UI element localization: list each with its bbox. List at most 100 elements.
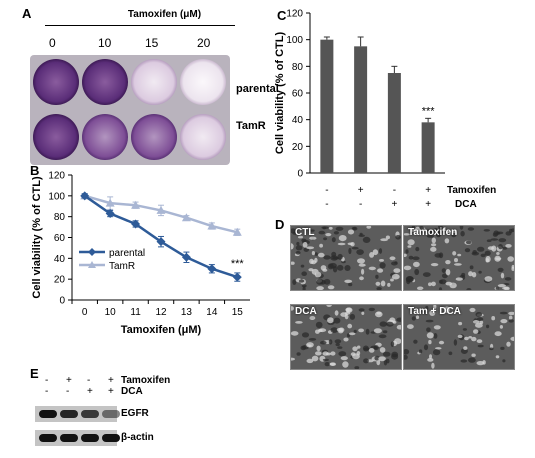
cell [336, 264, 344, 271]
cell [332, 266, 338, 273]
cell [387, 282, 391, 287]
cell [375, 311, 383, 318]
cell [301, 238, 307, 243]
cell [326, 305, 332, 307]
cell [378, 334, 387, 339]
condition-sign: - [66, 386, 70, 397]
y-axis-title: Cell viability (% of CTL) [274, 32, 286, 155]
cell [476, 339, 483, 343]
cell [476, 317, 484, 321]
cell [461, 272, 466, 278]
cell [405, 276, 414, 283]
cell [380, 238, 388, 242]
cell [463, 346, 468, 350]
row-label-parental: parental [236, 83, 279, 95]
cell [494, 255, 501, 262]
panel-a-label: A [22, 6, 32, 21]
cell [320, 340, 327, 345]
cell [428, 282, 432, 287]
micrograph-image: DCA [290, 304, 402, 370]
condition-sign: - [325, 185, 328, 196]
cell [328, 226, 333, 230]
dose-label: 10 [98, 36, 112, 50]
cell [433, 305, 437, 310]
cell [348, 247, 352, 255]
cell [291, 243, 294, 250]
cell [441, 268, 446, 273]
micrograph-cells [291, 305, 401, 369]
x-tick-label: 13 [181, 307, 193, 318]
cell [497, 267, 504, 272]
cell [347, 323, 353, 329]
x-tick-label: 14 [206, 307, 218, 318]
cell [431, 243, 437, 247]
cell [429, 310, 436, 316]
cell [302, 286, 306, 290]
cell [322, 226, 326, 230]
cell [496, 252, 500, 255]
cell [455, 277, 463, 281]
cell [386, 321, 394, 327]
cell [508, 311, 514, 316]
y-tick-label: 60 [54, 233, 66, 244]
cell [418, 226, 424, 231]
cell [438, 226, 443, 230]
cell [380, 280, 386, 287]
cell [396, 317, 401, 322]
cell [465, 240, 472, 245]
cell [319, 243, 323, 248]
cell [338, 351, 347, 357]
cell [316, 286, 324, 290]
cell [449, 282, 457, 289]
cell [508, 319, 514, 323]
cell [295, 321, 303, 324]
cell [309, 236, 317, 240]
cell [504, 277, 512, 281]
blot-band [102, 434, 120, 442]
micrograph-cells [291, 226, 401, 290]
cell [390, 278, 394, 282]
plate-body [30, 55, 230, 165]
y-tick-label: 120 [286, 9, 303, 20]
cell [435, 230, 442, 238]
cell [425, 229, 433, 234]
cell [430, 263, 439, 267]
y-tick-label: 100 [286, 35, 303, 46]
cell [471, 251, 479, 256]
cell [417, 286, 424, 290]
cell [429, 354, 432, 359]
x-tick-label: 11 [130, 307, 141, 318]
cell [460, 359, 468, 363]
legend-marker [88, 248, 96, 256]
condition-label: DCA [121, 386, 143, 397]
cell [484, 250, 491, 256]
cell [438, 287, 443, 290]
micrograph-caption: Tam + DCA [408, 306, 461, 317]
cell [469, 265, 474, 270]
well-parental-10 [82, 59, 128, 105]
cell [413, 261, 420, 268]
cell [490, 238, 499, 241]
blot-band [39, 410, 57, 418]
cell [358, 328, 364, 333]
cell [491, 316, 496, 321]
cell [453, 339, 458, 346]
cell [368, 266, 376, 271]
micrograph-image: CTL [290, 225, 402, 291]
cell [292, 279, 297, 285]
cell [357, 258, 365, 264]
cell [295, 245, 303, 251]
cell [334, 310, 339, 316]
cell [413, 339, 418, 344]
cell [311, 355, 319, 362]
cell [356, 351, 361, 356]
data-point-TamR [207, 221, 217, 230]
cell [418, 349, 423, 354]
cell [508, 315, 513, 321]
condition-label: Tamoxifen [447, 185, 496, 196]
cell [425, 319, 434, 323]
cell [342, 361, 349, 368]
cell [431, 362, 435, 369]
micrograph-caption: Tamoxifen [408, 227, 458, 238]
cell [309, 316, 316, 320]
